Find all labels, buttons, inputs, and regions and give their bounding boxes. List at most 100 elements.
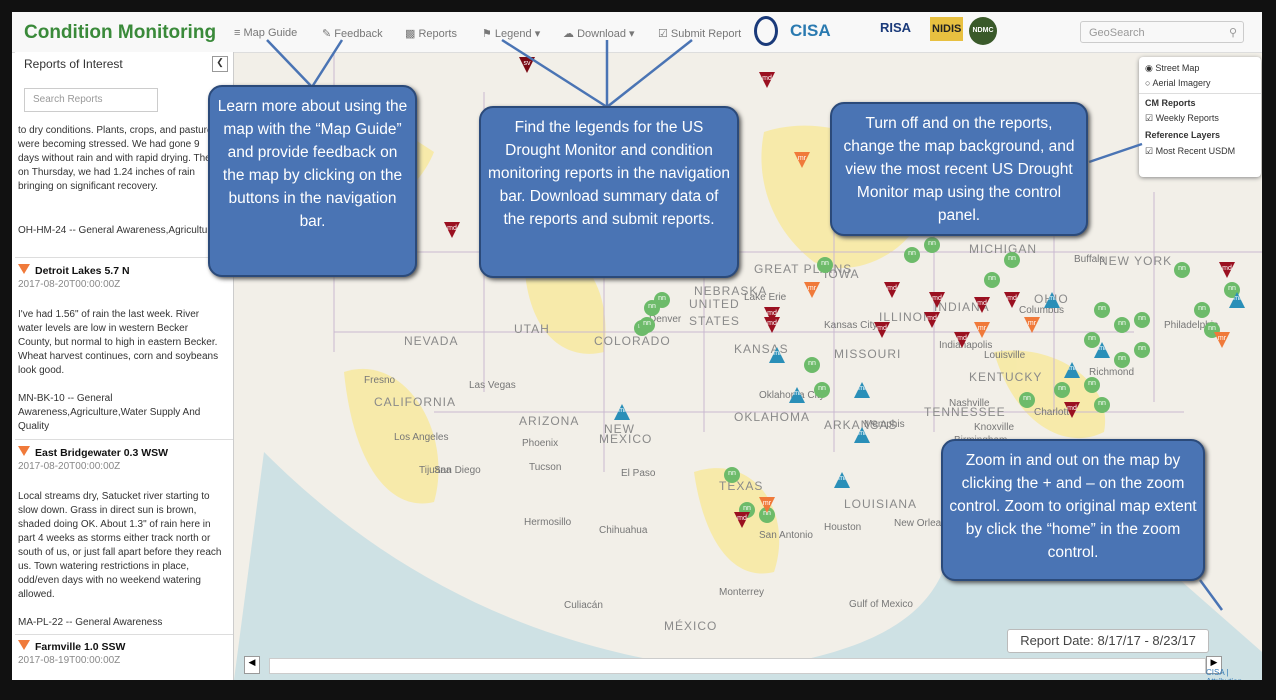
report-marker[interactable]: nn xyxy=(1054,382,1070,398)
map-label: NEVADA xyxy=(404,334,459,348)
map-label: MISSOURI xyxy=(834,347,902,361)
report-code: MA-PL-22 -- General Awareness xyxy=(18,617,163,628)
scroll-right[interactable]: ▶ xyxy=(1206,656,1222,674)
report-marker[interactable]: nn xyxy=(904,247,920,263)
report-name: Detroit Lakes 5.7 N xyxy=(35,265,130,277)
nav-link[interactable]: ✎ Feedback xyxy=(322,28,383,40)
nav-link[interactable]: ≡ Map Guide xyxy=(234,27,298,39)
gulf xyxy=(234,452,1262,680)
divider xyxy=(1139,93,1261,94)
map-label: ARIZONA xyxy=(519,414,580,428)
report[interactable]: Detroit Lakes 5.7 N 2017-08-20T00:00:00Z xyxy=(18,264,223,292)
divider xyxy=(15,634,233,635)
map-label: IOWA xyxy=(824,267,860,281)
nav-link[interactable]: ▩ Reports xyxy=(405,28,457,40)
logo[interactable]: RISA xyxy=(880,20,912,35)
report-marker[interactable]: nn xyxy=(1134,342,1150,358)
report-marker[interactable]: nn xyxy=(1174,262,1190,278)
arrows xyxy=(266,38,1224,611)
report-marker[interactable]: nn xyxy=(924,237,940,253)
option[interactable]: ☑ Most Recent USDM xyxy=(1145,146,1236,156)
map-label: MICHIGAN xyxy=(969,242,1037,256)
map-label: LOUISIANA xyxy=(844,497,918,511)
map-label: Knoxville xyxy=(974,422,1015,433)
nav-link[interactable]: ☁ Download ▾ xyxy=(563,28,635,40)
map-label: STATES xyxy=(689,314,740,328)
report-marker[interactable]: nn xyxy=(759,507,775,523)
map-label: ILLINOIS xyxy=(879,310,937,324)
report-date: Report Date: 8/17/17 - 8/23/17 xyxy=(1007,629,1209,653)
map-label: Richmond xyxy=(1089,367,1135,378)
logo[interactable]: NIDIS xyxy=(930,17,964,41)
brand[interactable]: Condition Monitoring xyxy=(24,22,217,43)
report-marker[interactable]: nn xyxy=(1114,352,1130,368)
report-text: Local streams dry, Satucket river starti… xyxy=(18,491,222,600)
search-reports[interactable]: Search Reports xyxy=(24,88,158,112)
map-label: Hermosillo xyxy=(524,517,572,528)
report-marker[interactable]: nn xyxy=(1094,397,1110,413)
report-marker[interactable]: nn xyxy=(1004,252,1020,268)
map-label: Fresno xyxy=(364,375,396,386)
navbar: Condition Monitoring ≡ Map Guide ✎ Feedb… xyxy=(12,12,1262,53)
callout: Learn more about using the map with the … xyxy=(208,85,417,277)
map-label: Las Vegas xyxy=(469,380,516,391)
report-marker[interactable]: nn xyxy=(1134,312,1150,328)
report-marker[interactable]: nn xyxy=(1194,302,1210,318)
report-marker[interactable]: nn xyxy=(1019,392,1035,408)
report-marker[interactable]: nn xyxy=(724,467,740,483)
report-marker[interactable]: nn xyxy=(814,382,830,398)
option[interactable]: ☑ Weekly Reports xyxy=(1145,113,1219,123)
nav-text: Feedback xyxy=(334,28,383,40)
map-label: Louisville xyxy=(984,350,1026,361)
divider xyxy=(15,257,233,258)
map-label: Kansas City xyxy=(824,320,878,331)
nav-link[interactable]: ⚑ Legend ▾ xyxy=(482,28,541,40)
logo[interactable]: NDMC xyxy=(969,17,997,45)
map-label: Philadelphia xyxy=(1164,320,1219,331)
nav-text: Map Guide xyxy=(243,27,298,39)
report-code: MN-BK-10 -- General Awareness,Agricultur… xyxy=(18,393,201,432)
map-label: Tucson xyxy=(529,462,562,473)
attribution[interactable]: CISA | Attribution xyxy=(1206,668,1242,680)
label: Most Recent USDM xyxy=(1155,146,1236,156)
report-marker[interactable]: nn xyxy=(1114,317,1130,333)
logo[interactable]: CISA xyxy=(790,21,831,40)
report-marker[interactable]: nn xyxy=(817,257,833,273)
nav-text: Reports xyxy=(418,28,457,40)
map-label: Phoenix xyxy=(522,438,559,449)
map-label: San Antonio xyxy=(759,530,813,541)
divider xyxy=(15,439,233,440)
geosearch[interactable]: GeoSearch ⚲ xyxy=(1080,21,1244,43)
map-label: Indianapolis xyxy=(939,340,993,351)
map-label: UNITED xyxy=(689,297,740,311)
report-marker[interactable]: nn xyxy=(984,272,1000,288)
map-label: Denver xyxy=(649,314,682,325)
report-marker[interactable]: nn xyxy=(804,357,820,373)
map-label: Monterrey xyxy=(719,587,765,598)
report[interactable]: East Bridgewater 0.3 WSW 2017-08-20T00:00… xyxy=(18,446,223,474)
map-label: TENNESSEE xyxy=(924,405,1006,419)
report-marker[interactable]: nn xyxy=(644,300,660,316)
option[interactable]: ○ Aerial Imagery xyxy=(1145,78,1211,88)
map-label: COLORADO xyxy=(594,334,671,348)
collapse[interactable]: ❮ xyxy=(212,56,228,72)
report-marker[interactable]: nn xyxy=(1094,302,1110,318)
nav-link[interactable]: ☑ Submit Report xyxy=(658,28,742,40)
map-label: Memphis xyxy=(864,419,905,430)
report-text: to dry conditions. Plants, crops, and pa… xyxy=(18,125,218,192)
option[interactable]: ◉ Street Map xyxy=(1145,63,1200,73)
sidebar-title: Reports of Interest xyxy=(24,57,123,71)
nav-text: Submit Report xyxy=(670,28,742,40)
map-label: El Paso xyxy=(621,468,656,479)
map-label: New Orleans xyxy=(894,518,952,529)
layer-control: ◉ Street Map ○ Aerial Imagery CM Reports… xyxy=(1139,57,1261,177)
report[interactable]: Farmville 1.0 SSW 2017-08-19T00:00:00Z xyxy=(18,640,223,668)
map-label: MÉXICO xyxy=(664,619,718,633)
scroll-left[interactable]: ◀ xyxy=(244,656,260,674)
report-marker[interactable]: nn xyxy=(1084,332,1100,348)
report-marker[interactable]: nn xyxy=(639,317,655,333)
map-label: NEW xyxy=(604,422,635,436)
report-marker[interactable]: nn xyxy=(1084,377,1100,393)
report-code: OH-HM-24 -- General Awareness,Agricultur… xyxy=(18,225,217,236)
scrollbar[interactable] xyxy=(269,658,1206,674)
